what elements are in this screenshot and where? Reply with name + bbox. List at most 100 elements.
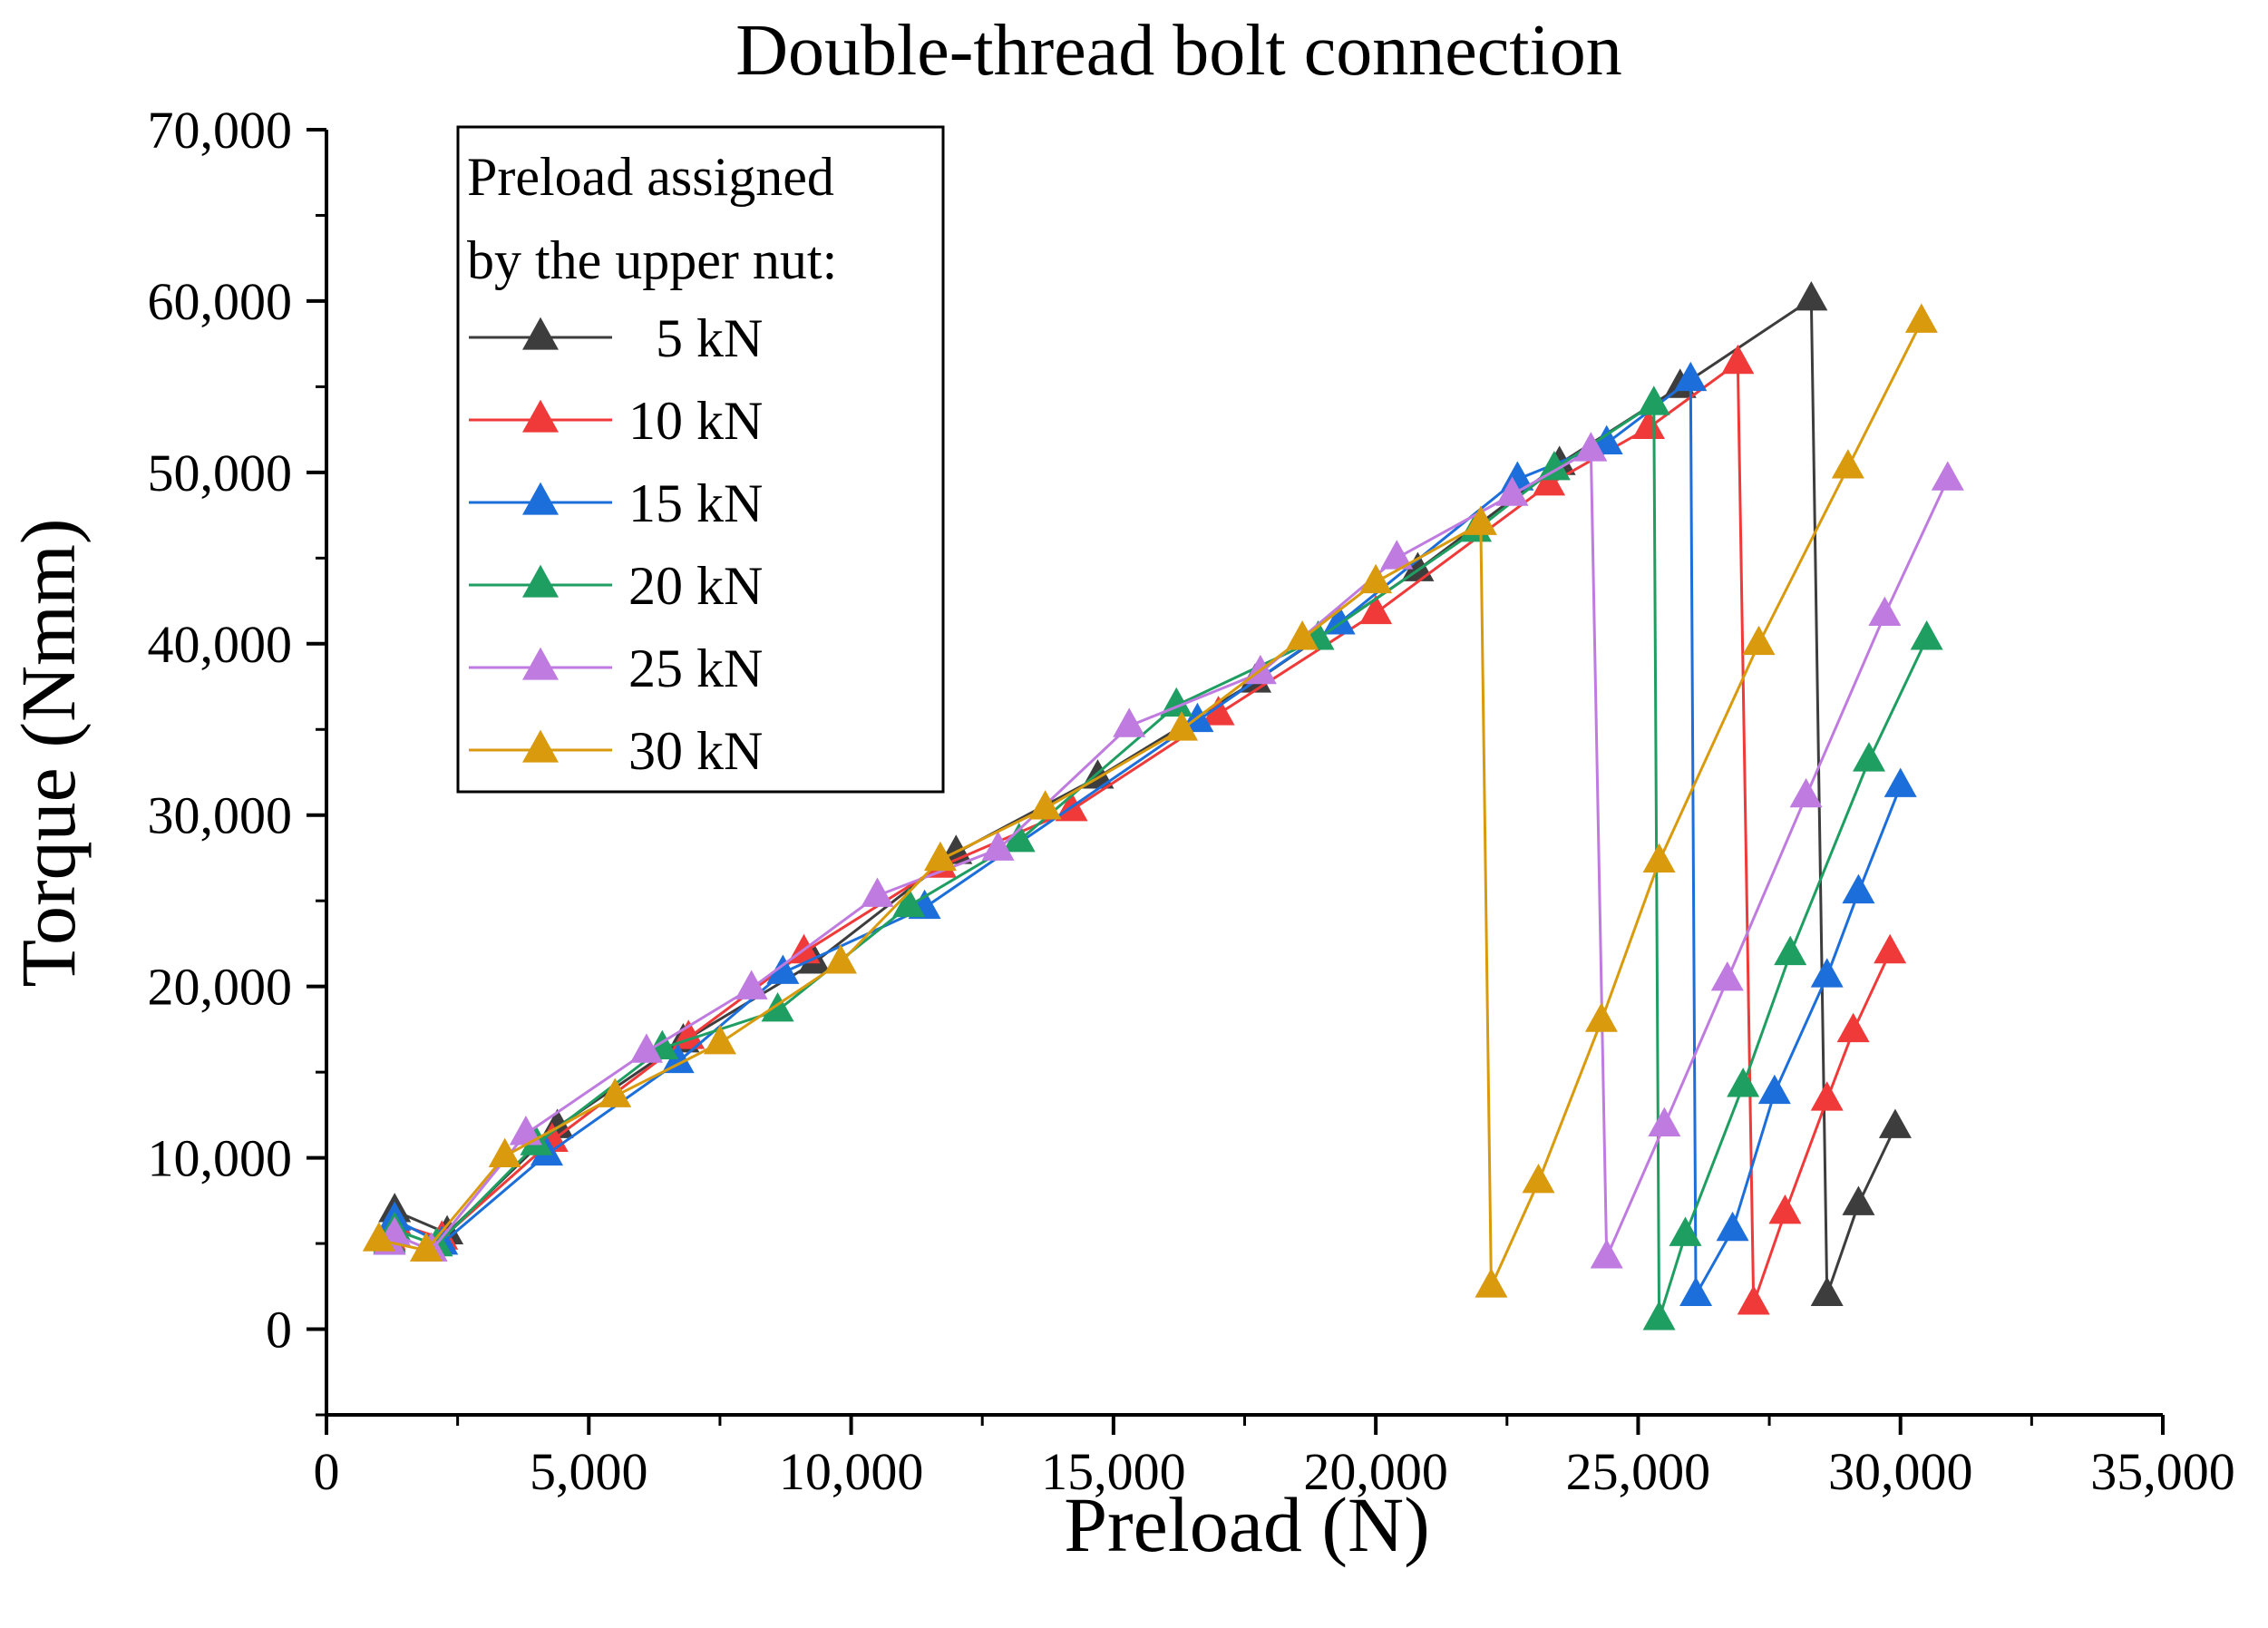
data-point <box>1868 596 1902 626</box>
data-point <box>1590 1239 1623 1269</box>
y-tick-label: 30,000 <box>148 786 293 845</box>
data-point <box>1810 1276 1844 1307</box>
y-tick-label: 40,000 <box>148 615 293 674</box>
data-point <box>1737 1285 1770 1315</box>
data-point <box>1286 620 1319 650</box>
legend: Preload assigned by the upper nut: 5 kN 10… <box>456 125 945 794</box>
data-point <box>1495 476 1529 506</box>
data-point <box>1533 466 1566 496</box>
legend-label: 20 kN <box>628 556 763 616</box>
legend-swatch-marker <box>522 317 559 350</box>
data-point <box>1768 1194 1802 1224</box>
data-point <box>1910 620 1943 650</box>
data-point <box>1716 1211 1749 1242</box>
data-point <box>1842 1185 1875 1215</box>
data-point <box>1931 461 1964 491</box>
y-tick-label: 60,000 <box>148 272 293 331</box>
data-point <box>1669 1216 1702 1246</box>
y-tick-label: 0 <box>266 1301 292 1360</box>
x-tick-label: 15,000 <box>1041 1442 1186 1501</box>
legend-swatch-marker <box>522 729 559 763</box>
data-point <box>735 970 768 999</box>
data-point <box>1874 933 1907 964</box>
data-point <box>509 1116 542 1145</box>
y-tick-label: 70,000 <box>148 101 293 160</box>
data-point <box>599 1077 632 1107</box>
data-point <box>861 877 894 907</box>
series-30-kn <box>362 303 1938 1298</box>
data-point <box>1584 1002 1618 1032</box>
data-point <box>1359 594 1393 625</box>
data-point <box>1757 1074 1791 1105</box>
data-point <box>1574 432 1608 462</box>
data-point <box>1380 540 1414 570</box>
data-point <box>1028 790 1062 820</box>
data-point <box>1002 822 1036 853</box>
data-point <box>1810 958 1844 988</box>
data-point <box>703 1024 736 1055</box>
data-point <box>1537 451 1571 481</box>
data-point <box>1522 1163 1555 1194</box>
data-point <box>761 992 794 1022</box>
legend-label: 30 kN <box>628 721 763 781</box>
data-point <box>1648 1106 1681 1137</box>
x-tick-label: 35,000 <box>2090 1442 2235 1501</box>
y-tick-label: 20,000 <box>148 958 293 1017</box>
legend-box <box>456 125 945 794</box>
data-point <box>1359 563 1393 594</box>
x-axis-label: Preload (N) <box>1064 1481 1430 1568</box>
data-point <box>1322 605 1356 635</box>
data-point <box>409 1232 443 1262</box>
data-point <box>892 887 926 918</box>
legend-swatch-marker <box>522 564 559 598</box>
data-point <box>1674 361 1708 392</box>
data-point <box>1878 1108 1912 1138</box>
data-point <box>1853 742 1885 772</box>
data-point <box>1642 1301 1676 1331</box>
plot-area <box>362 280 1964 1331</box>
series-25-kn <box>373 432 1964 1269</box>
data-point <box>1836 1012 1870 1043</box>
data-point <box>1113 707 1146 737</box>
x-tick-label: 5,000 <box>530 1442 648 1501</box>
y-tick-label: 10,000 <box>148 1129 293 1188</box>
x-tick-label: 25,000 <box>1566 1442 1711 1501</box>
series-line <box>388 360 1892 1304</box>
legend-label: 25 kN <box>628 639 763 698</box>
data-point <box>1642 843 1676 873</box>
x-tick-label: 20,000 <box>1303 1442 1448 1501</box>
data-point <box>488 1137 521 1168</box>
legend-label: 5 kN <box>628 308 763 368</box>
data-point <box>1795 280 1828 311</box>
legend-title: by the upper nut: <box>467 230 837 290</box>
data-point <box>1721 344 1755 375</box>
legend-label: 10 kN <box>628 391 763 451</box>
data-point <box>1632 409 1665 440</box>
data-point <box>1831 449 1864 479</box>
data-point <box>1904 303 1938 333</box>
data-point <box>1679 1276 1713 1307</box>
data-point <box>1742 625 1776 656</box>
data-point <box>981 831 1015 861</box>
legend-label: 15 kN <box>628 473 763 533</box>
data-point <box>1789 777 1823 808</box>
legend-swatch-marker <box>522 399 559 433</box>
data-point <box>1710 961 1744 991</box>
data-point <box>766 954 800 984</box>
data-point <box>1202 696 1235 726</box>
data-point <box>1810 1081 1844 1111</box>
data-point <box>629 1033 663 1063</box>
data-point <box>1401 551 1435 581</box>
x-tick-label: 30,000 <box>1828 1442 1973 1501</box>
legend-swatch-marker <box>522 647 559 680</box>
data-point <box>824 944 857 974</box>
x-tick-label: 0 <box>314 1442 340 1501</box>
chart-title: Double-thread bolt connection <box>735 11 1621 91</box>
data-point <box>923 841 957 872</box>
legend-swatch-marker <box>522 482 559 515</box>
data-point <box>1165 711 1199 741</box>
data-point <box>1774 935 1807 966</box>
y-tick-label: 50,000 <box>148 444 293 502</box>
data-point <box>1475 1268 1508 1298</box>
